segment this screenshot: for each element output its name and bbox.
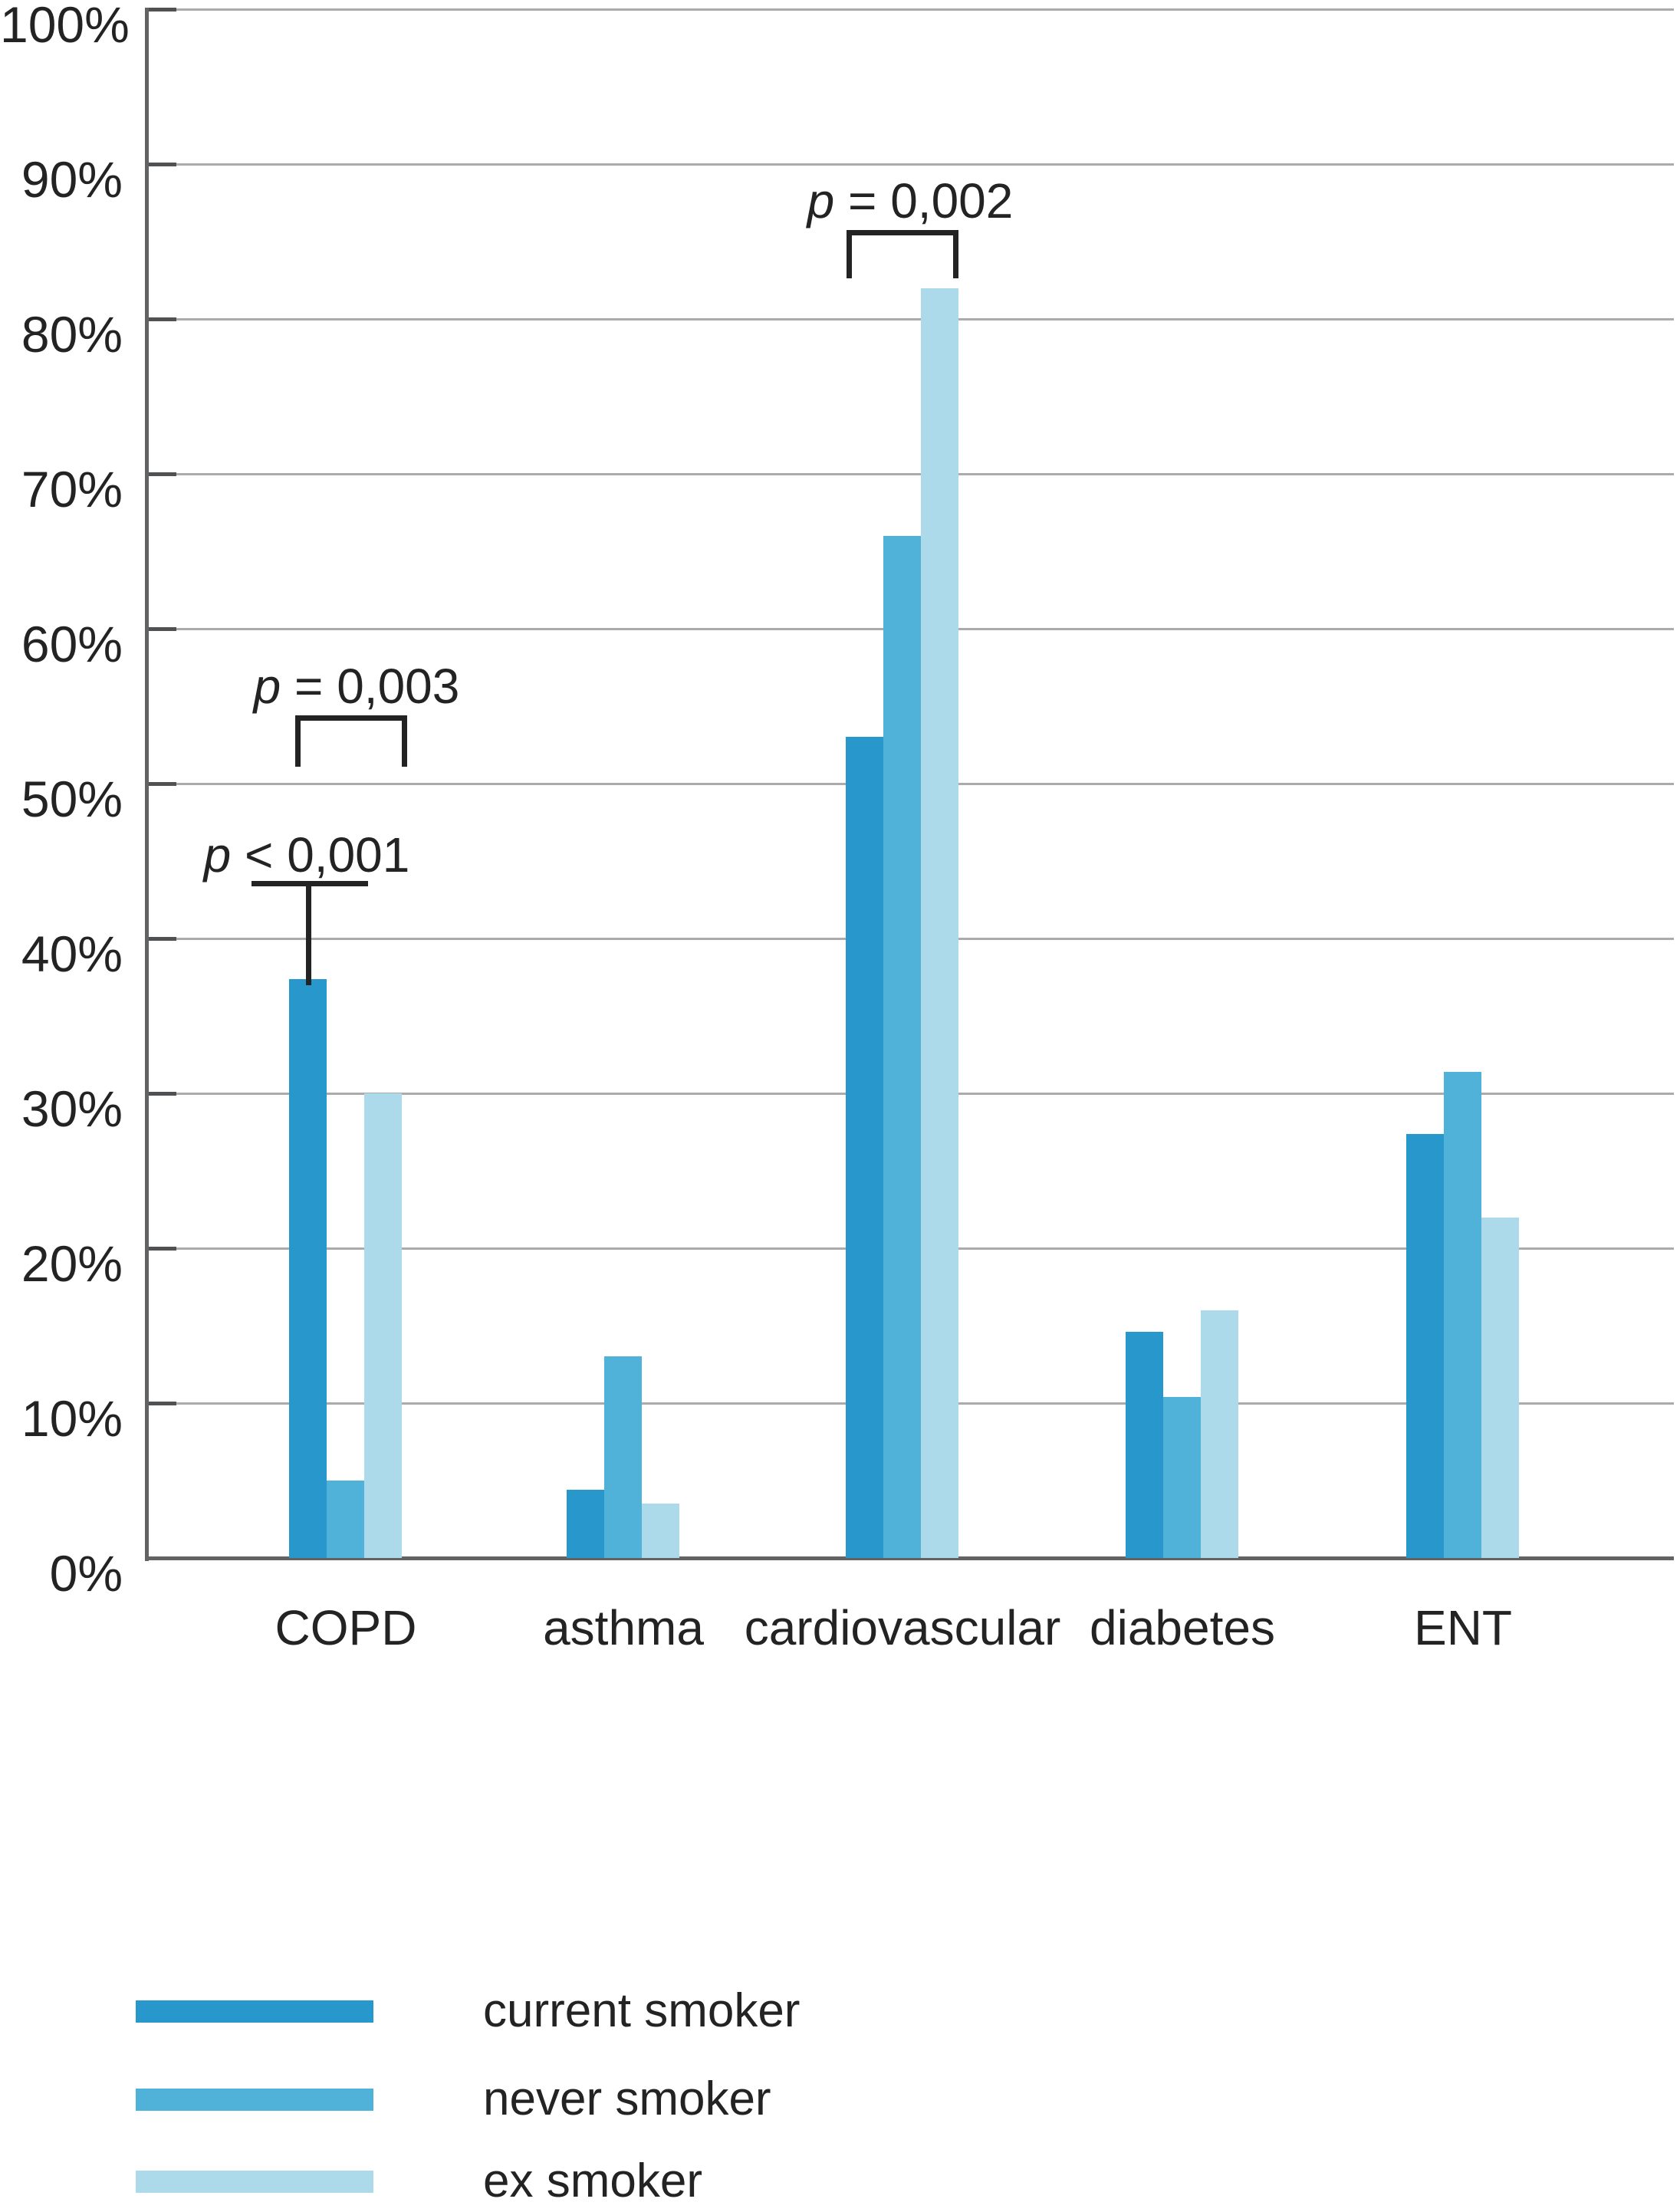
legend-swatch-ex-smoker	[136, 2171, 373, 2193]
legend-label-current-smoker: current smoker	[483, 1984, 801, 2037]
y-axis-tick-70	[147, 472, 176, 476]
bar-ent-never-smoker	[1444, 1072, 1481, 1558]
bar-diabetes-current-smoker	[1126, 1332, 1163, 1558]
p-italic-0: p	[253, 659, 281, 714]
bar-ent-ex-smoker	[1481, 1218, 1519, 1558]
bar-cardiovascular-never-smoker	[883, 536, 921, 1558]
y-axis-label-80: 80%	[21, 306, 123, 363]
bar-copd-current-smoker	[289, 979, 327, 1558]
p-value-text-1: < 0,001	[231, 827, 410, 882]
legend-swatch-current-smoker	[136, 2000, 373, 2023]
p-value-text-2: = 0,002	[834, 173, 1014, 228]
p-value-label-0: p = 0,003	[165, 656, 548, 717]
y-axis-label-50: 50%	[21, 771, 123, 827]
gridline-100	[147, 8, 1674, 11]
bracket-top-0	[295, 715, 407, 721]
gridline-70	[147, 473, 1674, 475]
y-axis-tick-90	[147, 163, 176, 166]
gridline-80	[147, 318, 1674, 320]
y-axis-tick-100	[147, 8, 176, 12]
bar-diabetes-ex-smoker	[1201, 1310, 1238, 1558]
y-axis-tick-60	[147, 627, 176, 631]
y-axis-label-70: 70%	[21, 461, 123, 518]
x-axis-label-asthma: asthma	[543, 1600, 704, 1655]
bar-cardiovascular-current-smoker	[846, 737, 883, 1558]
x-axis-label-copd: COPD	[275, 1600, 417, 1655]
y-axis-tick-80	[147, 317, 176, 321]
gridline-90	[147, 163, 1674, 166]
bracket-right-leg-2	[953, 230, 958, 278]
y-axis-tick-10	[147, 1402, 176, 1405]
x-axis-label-cardiovascular: cardiovascular	[744, 1600, 1061, 1655]
p-value-label-2: p = 0,002	[718, 170, 1102, 232]
y-axis-tick-30	[147, 1092, 176, 1096]
y-axis-label-90: 90%	[21, 151, 123, 208]
bar-asthma-current-smoker	[567, 1490, 604, 1558]
bar-ent-current-smoker	[1406, 1134, 1444, 1558]
y-axis-tick-20	[147, 1247, 176, 1251]
p-italic-2: p	[807, 173, 835, 228]
bracket-top-2	[847, 230, 958, 235]
bar-diabetes-never-smoker	[1163, 1397, 1201, 1558]
y-axis-label-60: 60%	[21, 616, 123, 672]
y-axis-label-30: 30%	[21, 1080, 123, 1137]
gridline-0	[147, 1556, 1674, 1560]
y-axis-label-100: 100%	[0, 0, 130, 53]
bracket-left-leg-0	[295, 715, 301, 767]
bracket-left-leg-2	[847, 230, 852, 278]
legend-label-never-smoker: never smoker	[483, 2072, 771, 2125]
p-value-text-0: = 0,003	[281, 659, 460, 714]
p-italic-1: p	[203, 827, 232, 882]
y-axis-tick-50	[147, 782, 176, 786]
y-axis-label-20: 20%	[21, 1235, 123, 1292]
y-axis-label-10: 10%	[21, 1390, 123, 1447]
legend-swatch-never-smoker	[136, 2089, 373, 2111]
y-axis-line	[145, 8, 149, 1561]
y-axis-label-40: 40%	[21, 925, 123, 982]
p-value-label-1: p < 0,001	[115, 824, 498, 886]
pointer-stem-1	[306, 883, 311, 985]
x-axis-label-ent: ENT	[1414, 1600, 1512, 1655]
bar-copd-never-smoker	[327, 1481, 364, 1558]
x-axis-label-diabetes: diabetes	[1090, 1600, 1275, 1655]
bar-asthma-ex-smoker	[642, 1504, 679, 1558]
bracket-right-leg-0	[402, 715, 407, 767]
y-axis-label-0: 0%	[49, 1545, 123, 1602]
y-axis-tick-40	[147, 937, 176, 941]
bar-cardiovascular-ex-smoker	[921, 288, 958, 1558]
legend-label-ex-smoker: ex smoker	[483, 2154, 702, 2207]
bar-copd-ex-smoker	[364, 1093, 402, 1558]
bar-asthma-never-smoker	[604, 1356, 642, 1558]
